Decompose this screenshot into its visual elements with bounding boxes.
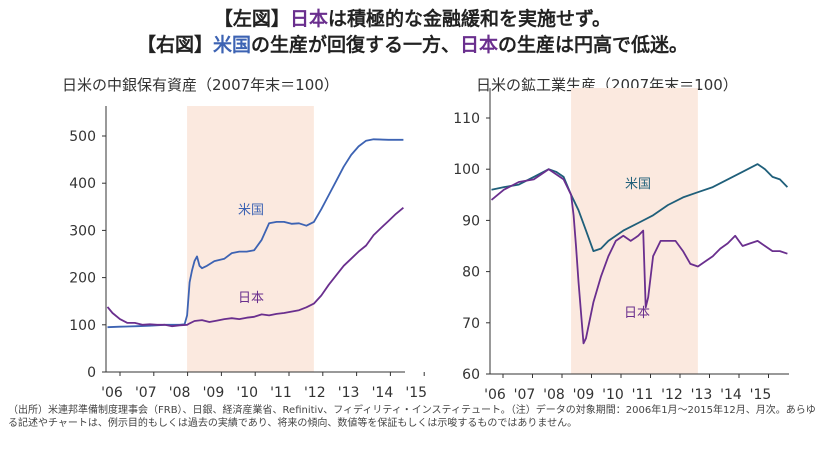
headline-us: 米国 — [212, 34, 251, 56]
left-x-tick-label: '14 — [372, 385, 394, 401]
left-series-line-us — [107, 138, 404, 329]
right-x-tick-label: '09 — [573, 387, 595, 403]
right-x-tick-label: '11 — [632, 387, 654, 403]
left-y-tick-label: 400 — [69, 176, 96, 192]
left-x-tick-label: '13 — [338, 385, 360, 401]
right-series-line-japan — [490, 168, 788, 345]
left-x-tick-label: '07 — [135, 385, 157, 401]
right-x-tick-label: '06 — [484, 387, 506, 403]
headline-right-tag: 【右図】 — [136, 34, 213, 56]
left-x-tick-label: '11 — [270, 385, 292, 401]
left-y-tick-label: 300 — [69, 223, 96, 239]
right-y-tick-label: 60 — [462, 367, 480, 383]
right-series-label-us: 米国 — [625, 177, 651, 192]
left-x-tick-label: '15 — [405, 385, 427, 401]
right-x-tick-label: '07 — [514, 387, 536, 403]
headline-left-tag: 【左図】 — [213, 8, 290, 30]
right-x-tick-label: '15 — [750, 387, 772, 403]
right-x-tick-label: '08 — [543, 387, 565, 403]
left-x-tick-label: '06 — [101, 385, 123, 401]
right-y-tick-label: 110 — [453, 111, 480, 127]
left-series-label-japan: 日本 — [238, 291, 264, 306]
left-y-tick-label: 0 — [87, 365, 96, 381]
headline-japan-2: 日本 — [460, 34, 499, 56]
left-y-tick-label: 100 — [69, 318, 96, 334]
right-y-tick-label: 100 — [453, 162, 480, 178]
left-x-tick-label: '08 — [169, 385, 191, 401]
right-shade-period — [571, 88, 698, 374]
headline-right-text-1: の生産が回復する一方、 — [250, 34, 460, 56]
left-series-line-japan — [106, 207, 404, 328]
left-y-tick-label: 200 — [69, 271, 96, 287]
headline-right-text-2: の生産は円高で低迷。 — [498, 34, 689, 56]
right-x-tick-label: '14 — [720, 387, 742, 403]
left-x-tick-label: '09 — [203, 385, 225, 401]
right-y-tick-label: 70 — [462, 316, 480, 332]
left-y-tick-label: 500 — [69, 129, 96, 145]
right-series-label-japan: 日本 — [624, 306, 650, 321]
footnote: （出所）米連邦準備制度理事会（FRB）、日銀、経済産業省、Refinitiv、フ… — [8, 405, 816, 429]
headline-line-2: 【右図】米国の生産が回復する一方、日本の生産は円高で低迷。 — [0, 30, 825, 57]
right-x-tick-label: '10 — [602, 387, 624, 403]
headline-japan-1: 日本 — [289, 8, 328, 30]
left-x-tick-label: '10 — [236, 385, 258, 401]
left-chart-title: 日米の中銀保有資産（2007年末＝100） — [62, 76, 339, 94]
right-x-tick-label: '13 — [691, 387, 713, 403]
left-x-tick-label: '12 — [304, 385, 326, 401]
headline-left-text: は積極的な金融緩和を実施せず。 — [327, 8, 612, 30]
left-series-label-us: 米国 — [238, 203, 264, 218]
left-shade-period — [187, 106, 314, 372]
headline-line-1: 【左図】日本は積極的な金融緩和を実施せず。 — [0, 4, 825, 31]
right-y-tick-label: 90 — [462, 213, 480, 229]
right-x-tick-label: '12 — [661, 387, 683, 403]
right-y-tick-label: 80 — [462, 265, 480, 281]
